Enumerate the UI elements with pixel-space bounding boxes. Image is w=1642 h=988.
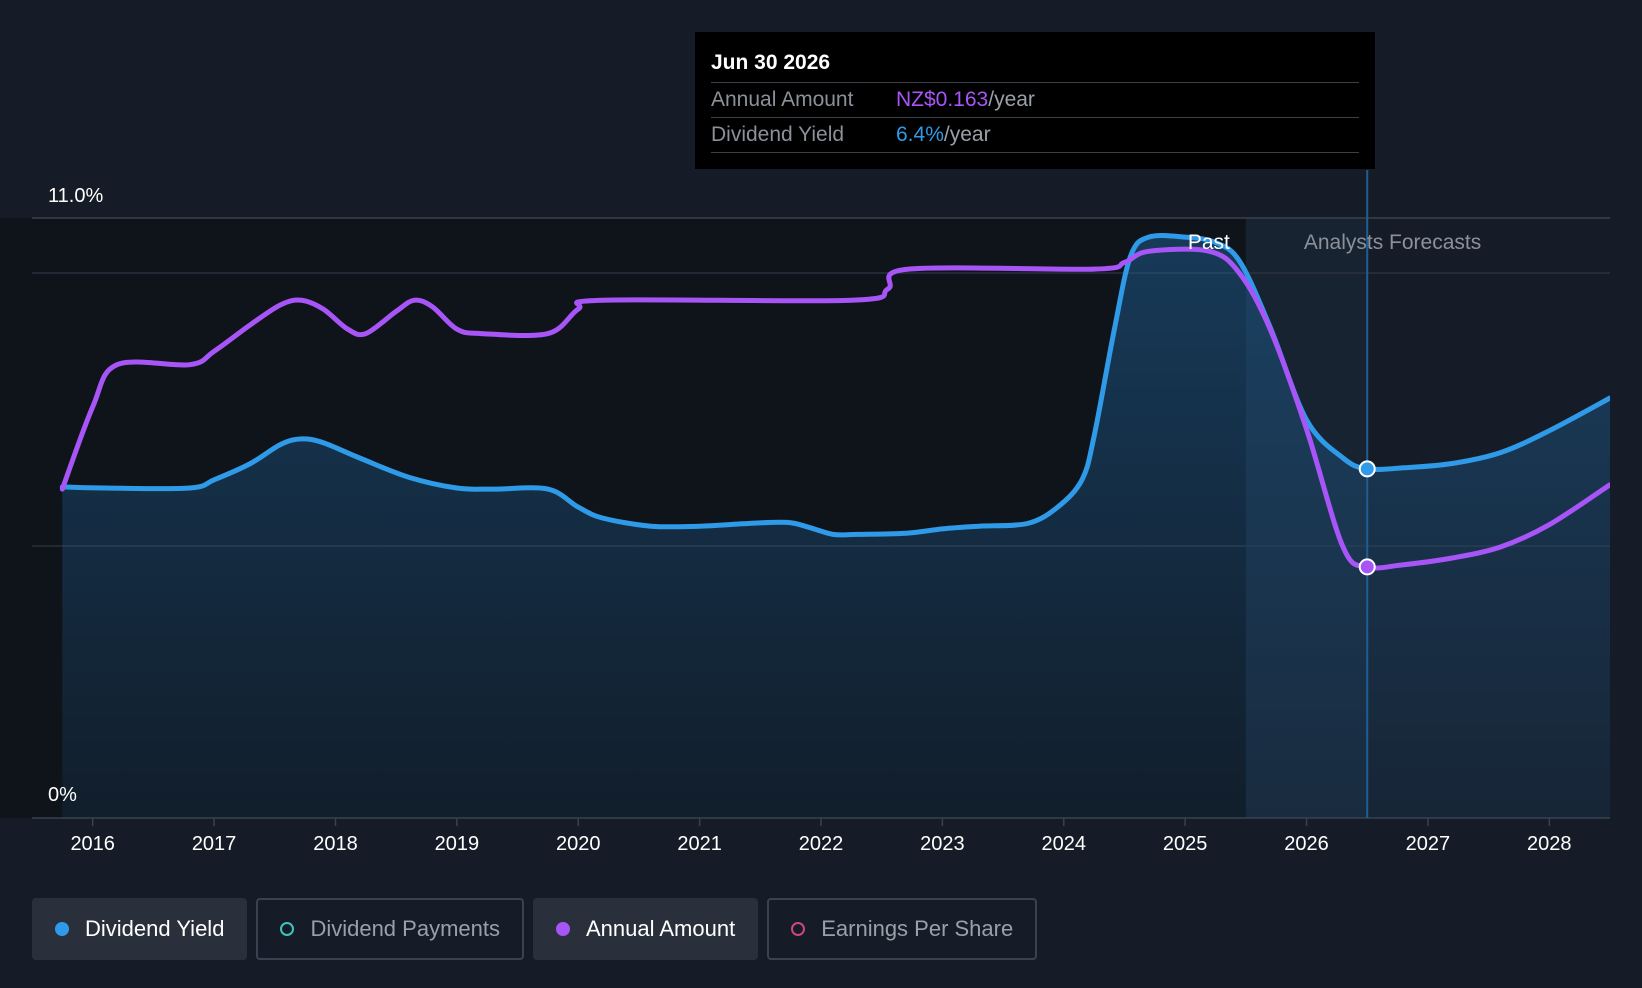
legend-annual-amount[interactable]: Annual Amount xyxy=(532,898,759,960)
x-tick-label: 2018 xyxy=(313,833,358,855)
y-axis-min-label: 0% xyxy=(48,784,77,806)
x-tick-label: 2024 xyxy=(1042,833,1087,855)
x-tick-label: 2020 xyxy=(556,833,601,855)
legend-dividend-payments[interactable]: Dividend Payments xyxy=(256,898,524,960)
x-tick-label: 2027 xyxy=(1406,833,1451,855)
tooltip-value: 6.4% xyxy=(896,123,944,146)
x-tick-label: 2026 xyxy=(1284,833,1329,855)
x-tick-label: 2021 xyxy=(677,833,722,855)
x-tick-label: 2016 xyxy=(70,833,115,855)
tooltip-row-dividend-yield: Dividend Yield 6.4% /year xyxy=(711,118,1359,153)
annual-amount-hover-marker[interactable] xyxy=(1358,558,1376,576)
analysts-forecasts-label: Analysts Forecasts xyxy=(1304,231,1481,254)
y-axis-max-label: 11.0% xyxy=(48,185,103,207)
tooltip-value: NZ$0.163 xyxy=(896,88,989,111)
legend-earnings-per-share[interactable]: Earnings Per Share xyxy=(767,898,1038,960)
x-tick-label: 2019 xyxy=(435,833,480,855)
chart-tooltip: Jun 30 2026 Annual Amount NZ$0.163 /year… xyxy=(695,32,1375,169)
chart-legend: Dividend Yield Dividend Payments Annual … xyxy=(32,898,1046,960)
legend-label: Dividend Yield xyxy=(85,916,225,941)
tooltip-label: Dividend Yield xyxy=(711,123,845,146)
legend-dot-icon xyxy=(555,922,570,936)
x-tick-label: 2022 xyxy=(799,833,844,855)
x-tick-label: 2017 xyxy=(192,833,237,855)
dividend-yield-area xyxy=(62,235,1610,818)
annual-amount-line xyxy=(59,246,1610,571)
legend-label: Annual Amount xyxy=(585,916,736,941)
legend-dot-icon xyxy=(791,922,806,936)
tooltip-date: Jun 30 2026 xyxy=(711,48,1359,83)
x-tick-label: 2028 xyxy=(1527,833,1572,855)
tooltip-label: Annual Amount xyxy=(711,88,854,111)
legend-dot-icon xyxy=(280,922,295,936)
tooltip-unit: /year xyxy=(988,88,1035,111)
tooltip-row-annual-amount: Annual Amount NZ$0.163 /year xyxy=(711,83,1359,118)
chart: 2016 2017 2018 2019 2020 2021 2022 2023 2024 2025… xyxy=(0,170,1610,855)
tooltip-unit: /year xyxy=(943,123,991,146)
x-tick-label: 2023 xyxy=(920,833,965,855)
legend-dividend-yield[interactable]: Dividend Yield xyxy=(32,898,248,960)
legend-label: Earnings Per Share xyxy=(821,916,1014,941)
dividend-yield-hover-marker[interactable] xyxy=(1358,460,1376,478)
past-label: Past xyxy=(1188,231,1230,254)
legend-dot-icon xyxy=(55,922,69,936)
x-tick-label: 2025 xyxy=(1163,833,1208,855)
legend-label: Dividend Payments xyxy=(310,916,500,941)
